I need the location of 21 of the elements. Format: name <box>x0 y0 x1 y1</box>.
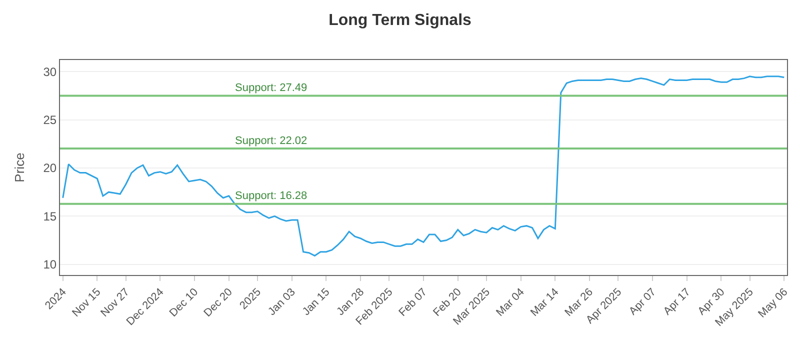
line-series <box>62 76 785 256</box>
x-tick-label: Feb 07 <box>396 286 430 319</box>
ref-line-label: Support: 16.28 <box>235 190 308 202</box>
x-tick-label: Mar 14 <box>528 286 562 319</box>
y-tick-label: 20 <box>43 161 57 176</box>
ref-line-label: Support: 22.02 <box>235 135 308 147</box>
y-tick-label: 25 <box>43 112 57 127</box>
ref-line-label: Support: 27.49 <box>235 82 308 94</box>
x-tick-label: May 06 <box>756 286 790 320</box>
y-axis-title: Price <box>12 152 28 182</box>
x-tick-label: Dec 20 <box>202 286 235 320</box>
x-tick-label: Apr 17 <box>661 286 693 318</box>
x-tick-label: Mar 04 <box>494 286 527 319</box>
y-tick-label: 10 <box>43 258 57 272</box>
y-tick-label: 15 <box>43 209 57 224</box>
x-tick-label: Apr 07 <box>627 286 658 318</box>
y-tick-label: 30 <box>43 64 57 79</box>
chart-title: Long Term Signals <box>328 12 472 30</box>
x-tick-label: Jan 15 <box>300 286 332 318</box>
x-tick-label: Dec 10 <box>167 286 201 320</box>
x-tick-label: Jan 03 <box>266 286 298 318</box>
